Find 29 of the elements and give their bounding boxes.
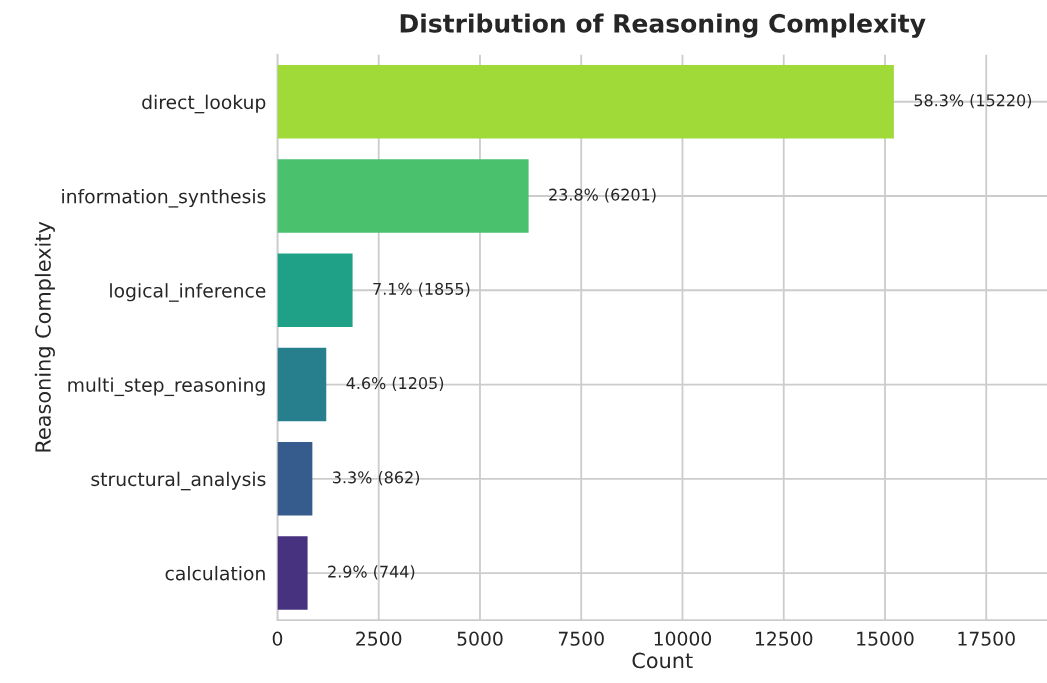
y-tick-label: calculation [165, 565, 265, 581]
bar [277, 536, 308, 610]
y-tick-label: direct_lookup [142, 94, 266, 114]
data-label: 23.8% (6201) [549, 188, 656, 203]
data-label: 3.3% (862) [333, 471, 420, 486]
data-label: 7.1% (1855) [373, 282, 470, 297]
bar [277, 347, 327, 422]
x-axis-title: Count [632, 652, 693, 669]
data-label: 4.6% (1205) [346, 376, 444, 392]
y-tick-label: structural_analysis [91, 471, 266, 491]
y-tick-label: information_synthesis [62, 188, 266, 208]
bar [277, 65, 894, 139]
x-tick-label: 17500 [958, 631, 1015, 646]
y-tick-label: logical_inference [110, 283, 266, 302]
bar [277, 253, 353, 328]
y-tick-label: multi_step_reasoning [68, 377, 265, 397]
bar [277, 159, 529, 233]
data-label: 2.9% (744) [328, 565, 415, 580]
chart-title: Distribution of Reasoning Complexity [400, 13, 926, 38]
y-axis-title: Reasoning Complexity [34, 221, 55, 452]
x-tick-label: 15000 [857, 631, 914, 646]
x-tick-label: 0 [272, 631, 283, 646]
x-tick-label: 5000 [457, 631, 503, 646]
x-tick-label: 2500 [356, 631, 402, 646]
data-label: 58.3% (15220) [914, 94, 1032, 109]
bar [277, 442, 313, 516]
x-tick-label: 12500 [755, 631, 813, 646]
x-tick-label: 7500 [558, 631, 604, 646]
x-tick-label: 10000 [654, 631, 712, 646]
